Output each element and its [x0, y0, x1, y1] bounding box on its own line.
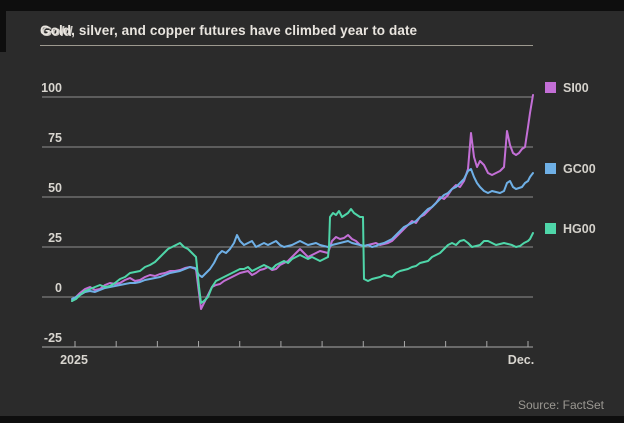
legend-label-si00[interactable]: SI00 — [563, 81, 589, 95]
legend-swatch-hg00[interactable] — [545, 223, 556, 234]
top-letterbox-bar — [0, 0, 624, 11]
corner-notch — [0, 0, 6, 52]
y-tick-label-50: 50 — [48, 181, 62, 195]
legend-label-hg00[interactable]: HG00 — [563, 222, 596, 236]
title-underline — [40, 45, 533, 46]
y-tick-label-25: 25 — [48, 231, 62, 245]
y-tick-label--25: -25 — [44, 331, 62, 345]
series-line-si00[interactable] — [71, 94, 534, 310]
series-line-hg00[interactable] — [71, 208, 534, 304]
x-tick-label-dec: Dec. — [508, 353, 534, 367]
x-tick-label-year: 2025 — [60, 353, 88, 367]
legend-swatch-gc00[interactable] — [545, 163, 556, 174]
legend-swatch-si00[interactable] — [545, 82, 556, 93]
chart-title: Gold, silver, and copper futures have cl… — [40, 23, 418, 38]
y-tick-label-100: 100 — [41, 81, 62, 95]
y-tick-label-75: 75 — [48, 131, 62, 145]
legend-label-gc00[interactable]: GC00 — [563, 162, 596, 176]
series-line-gc00[interactable] — [71, 168, 534, 300]
y-tick-label-0: 0 — [55, 281, 62, 295]
source-attribution: Source: FactSet — [517, 398, 604, 412]
bottom-letterbox-bar — [0, 416, 624, 423]
